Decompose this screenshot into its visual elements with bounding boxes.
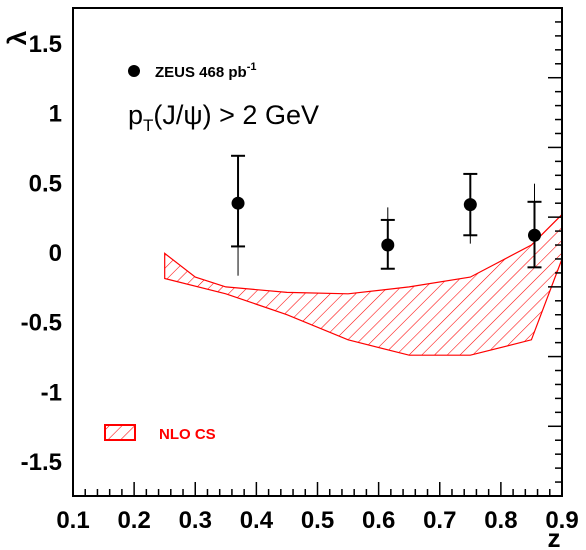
data-marker bbox=[231, 196, 245, 210]
y-tick-label: -1 bbox=[41, 379, 62, 406]
x-tick-label: 0.5 bbox=[301, 507, 334, 534]
data-points bbox=[231, 154, 542, 276]
pt-annotation: pT(J/ψ) > 2 GeV bbox=[128, 100, 319, 135]
legend-zeus-marker bbox=[128, 65, 140, 77]
y-tick-label: -0.5 bbox=[21, 310, 62, 337]
nlo-cs-band bbox=[164, 212, 563, 356]
x-tick-label: 0.1 bbox=[56, 507, 89, 534]
plot-frame bbox=[72, 7, 563, 497]
x-axis-title: z bbox=[548, 523, 561, 550]
y-axis-title: λ bbox=[2, 30, 32, 45]
legend-zeus-sup: -1 bbox=[247, 61, 257, 73]
data-marker bbox=[381, 238, 395, 252]
y-tick-label: 0.5 bbox=[29, 170, 62, 197]
data-point bbox=[380, 207, 395, 270]
x-tick-label: 0.4 bbox=[240, 507, 274, 534]
x-tick-label: 0.8 bbox=[484, 507, 517, 534]
x-tick-labels: 0.1 0.2 0.3 0.4 0.5 0.6 0.7 0.8 0.9 bbox=[56, 507, 578, 534]
legend-nlo-swatch bbox=[104, 424, 136, 441]
x-tick-label: 0.2 bbox=[117, 507, 150, 534]
pt-rest: (J/ψ) > 2 GeV bbox=[153, 100, 319, 130]
data-point bbox=[463, 172, 478, 244]
data-point bbox=[527, 183, 542, 269]
axis-ticks bbox=[72, 7, 563, 497]
pt-sub: T bbox=[143, 116, 153, 135]
pt-main: p bbox=[128, 100, 143, 130]
x-tick-label: 0.9 bbox=[545, 507, 578, 534]
x-tick-label: 0.6 bbox=[362, 507, 395, 534]
data-point bbox=[231, 154, 246, 276]
legend-zeus-name: ZEUS 468 pb bbox=[155, 64, 247, 81]
y-tick-labels: -1.5 -1 -0.5 0 0.5 1 1.5 bbox=[21, 31, 62, 476]
legend-nlo-label: NLO CS bbox=[159, 426, 216, 443]
y-tick-label: 0 bbox=[49, 240, 62, 267]
y-tick-label: -1.5 bbox=[21, 449, 62, 476]
y-tick-label: 1 bbox=[49, 101, 62, 128]
x-tick-label: 0.3 bbox=[179, 507, 212, 534]
y-tick-label: 1.5 bbox=[29, 31, 62, 58]
legend-zeus-label: ZEUS 468 pb-1 bbox=[155, 61, 256, 81]
data-marker bbox=[527, 228, 541, 242]
data-marker bbox=[463, 198, 477, 212]
x-tick-label: 0.7 bbox=[423, 507, 456, 534]
